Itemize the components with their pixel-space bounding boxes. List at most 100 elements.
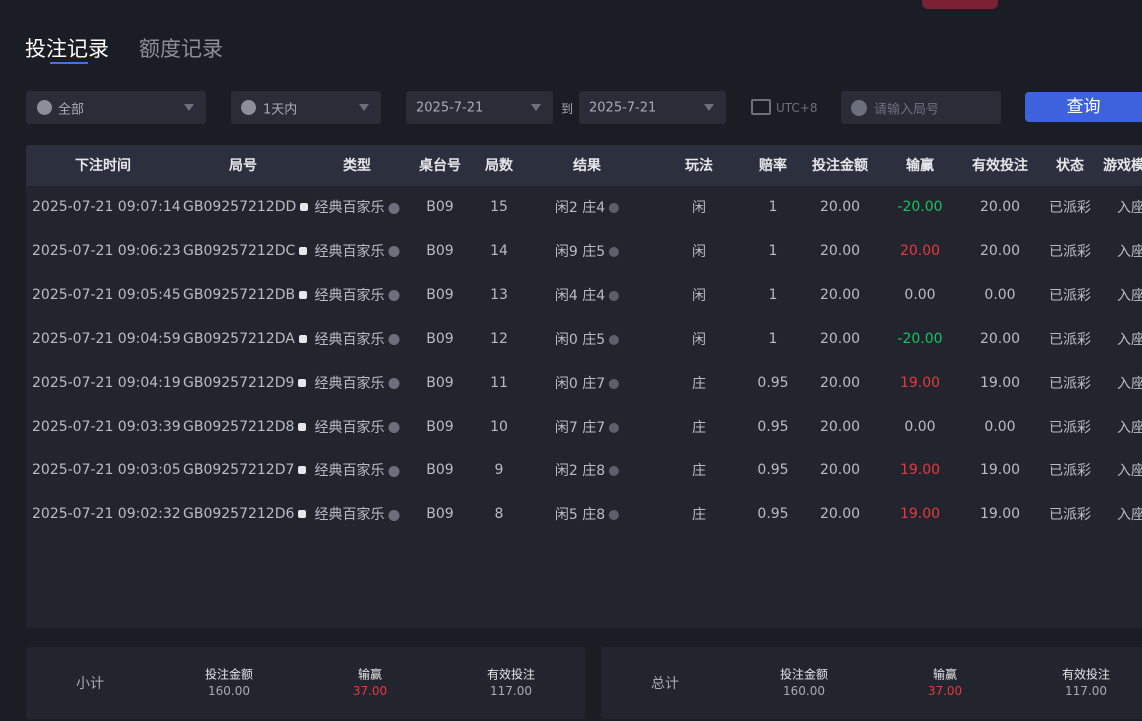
cell-text: 经典百家乐 (314, 200, 385, 216)
info-dot[interactable] (388, 334, 400, 346)
info-dot[interactable] (388, 246, 400, 258)
cell: 闲 (692, 197, 706, 217)
copy-icon[interactable] (298, 422, 307, 431)
cell-text: 0.95 (757, 418, 789, 435)
copy-icon[interactable] (300, 203, 309, 211)
end-date[interactable]: 2025-7-21 (579, 91, 726, 124)
cell-text: 19.00 (979, 374, 1021, 391)
column-header: 结果 (573, 158, 601, 174)
tab[interactable]: 额度记录 (139, 37, 223, 61)
tab-underline (50, 62, 88, 64)
type-select[interactable]: 全部 (26, 91, 206, 124)
cell-text: 入座 (1117, 507, 1142, 524)
cell-text: 20.00 (819, 286, 861, 303)
logo (922, 0, 998, 9)
cell: 庄 (692, 460, 706, 480)
copy-icon[interactable] (298, 466, 307, 475)
cell-text: 1 (768, 242, 778, 259)
cell-text: 2025-07-21 09:06:23 (32, 242, 181, 259)
info-dot[interactable] (388, 422, 400, 433)
cell-text: 0.00 (984, 418, 1016, 435)
cell: 0.95 (757, 375, 788, 391)
info-icon[interactable] (609, 466, 620, 477)
summary-label: 总计 (651, 676, 679, 692)
cell-text: 入座 (1117, 331, 1142, 348)
info-icon[interactable] (609, 203, 620, 213)
cell: B09 (426, 243, 453, 259)
copy-icon[interactable] (298, 334, 307, 343)
tab[interactable]: 投注记录 (25, 37, 109, 61)
info-dot[interactable] (388, 290, 400, 302)
info-icon[interactable] (609, 422, 620, 433)
info-icon[interactable] (609, 246, 620, 257)
cell: 0.95 (757, 462, 788, 478)
info-dot[interactable] (388, 509, 400, 521)
cell: GB09257212DC (183, 243, 308, 259)
info-icon[interactable] (609, 378, 620, 389)
cell-text: 8 (494, 506, 504, 523)
copy-icon[interactable] (298, 510, 307, 519)
select-value: 全部 (58, 102, 85, 117)
cell-text: 闲0 庄5 (554, 331, 606, 348)
column-header: 桌台号 (419, 158, 461, 174)
start-date[interactable]: 2025-7-21 (406, 91, 553, 124)
cell-text: GB09257212DB (183, 286, 296, 303)
cell-text: 已派彩 (1049, 375, 1091, 392)
info-icon[interactable] (609, 290, 620, 301)
cell: 1 (769, 199, 778, 215)
query-button[interactable]: 查询 (1025, 92, 1142, 122)
cell-text: 20.00 (819, 330, 861, 347)
copy-icon[interactable] (299, 246, 308, 255)
cell-text: 1 (768, 286, 778, 303)
info-icon[interactable] (609, 510, 620, 521)
summary-label: 小计 (76, 676, 104, 692)
cell-text: 经典百家乐 (314, 287, 385, 304)
column-header: 有效投注 (972, 158, 1028, 174)
cell: 0.00 (984, 419, 1015, 435)
cell: B09 (426, 375, 453, 391)
copy-icon[interactable] (299, 290, 308, 299)
column-header: 投注金额 (812, 158, 868, 174)
search-input[interactable]: 请输入局号 (841, 91, 1001, 124)
cell-text: -20.00 (897, 199, 943, 215)
info-icon[interactable] (609, 334, 620, 345)
cell: 闲2 庄8 (555, 460, 620, 480)
cell-text: 闲4 庄4 (554, 287, 606, 304)
date-value: 2025-7-21 (589, 100, 657, 115)
cell: GB09257212D7 (183, 462, 307, 478)
column-header: 玩法 (685, 158, 713, 174)
cell: 经典百家乐 (315, 460, 400, 480)
cell-text: 经典百家乐 (314, 375, 385, 392)
cell-text: 庄 (692, 463, 706, 480)
cell: 已派彩 (1049, 329, 1091, 349)
info-dot[interactable] (388, 465, 400, 477)
cell: 2025-07-21 09:04:59 (32, 331, 181, 347)
cell: 19.00 (900, 462, 940, 478)
info-dot[interactable] (388, 202, 400, 214)
copy-icon[interactable] (298, 378, 307, 387)
column-header: 局数 (485, 158, 513, 174)
cell: 入座 (1117, 329, 1142, 349)
timezone: UTC+8 (776, 101, 818, 115)
cell: 已派彩 (1049, 285, 1091, 305)
cell: 20.00 (820, 506, 860, 522)
table-header (26, 145, 1142, 186)
info-dot[interactable] (388, 378, 400, 390)
cell-text: 已派彩 (1049, 507, 1091, 524)
cell-text: 1 (768, 199, 778, 215)
cell: 0.95 (757, 419, 788, 435)
cell: B09 (426, 287, 453, 303)
cell-text: GB09257212D8 (183, 418, 295, 435)
summary-item-value: 37.00 (927, 684, 963, 698)
cell-text: 13 (490, 286, 508, 303)
range-select[interactable]: 1天内 (231, 91, 381, 124)
cell: 20.00 (820, 331, 860, 347)
cell-text: 已派彩 (1049, 419, 1091, 436)
cell-text: 2025-07-21 09:04:19 (32, 374, 181, 391)
icon (241, 100, 256, 115)
cell-text: 0.00 (984, 286, 1016, 303)
cell: 经典百家乐 (315, 285, 400, 305)
cell-text: 闲 (692, 200, 706, 216)
column-header: 状态 (1056, 158, 1084, 174)
cell-text: 经典百家乐 (314, 331, 385, 348)
